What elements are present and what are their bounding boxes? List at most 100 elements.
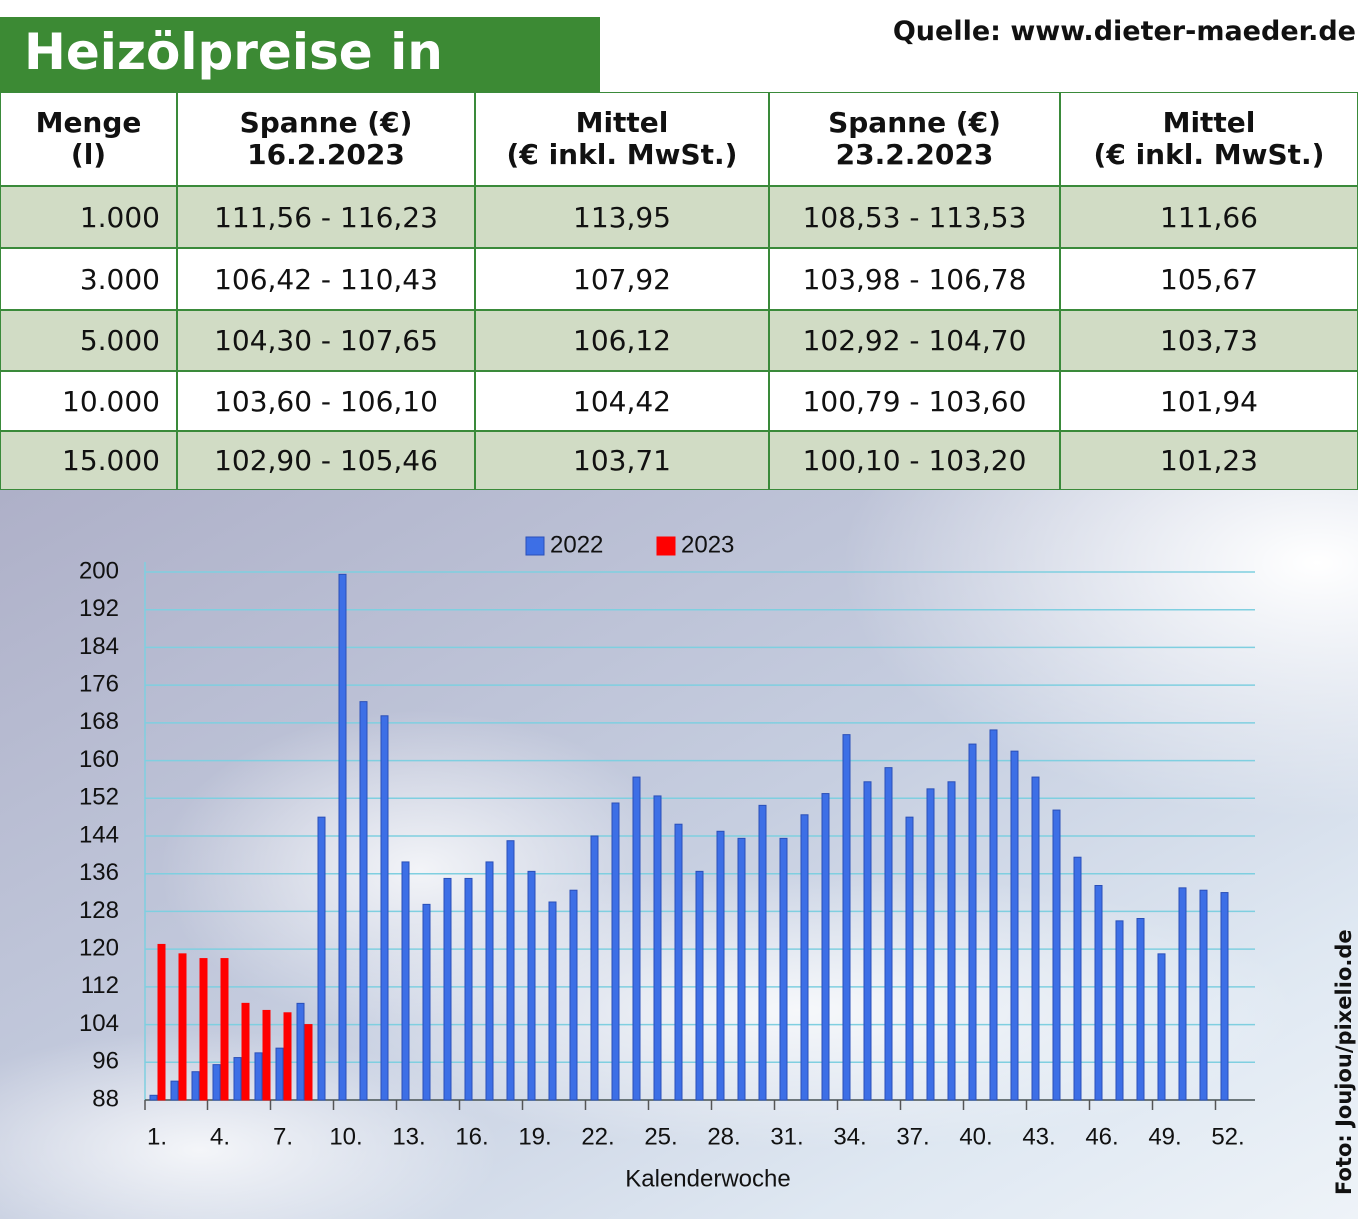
bar	[506, 840, 515, 1101]
x-tick-label: 43.	[1022, 1123, 1055, 1150]
table-cell: 3.000	[0, 248, 177, 310]
header-cell: Menge (l)	[0, 92, 177, 186]
y-tick-label: 120	[79, 934, 119, 961]
x-tick-label: 40.	[959, 1123, 992, 1150]
bar	[1073, 856, 1082, 1101]
header-text: Mittel	[1162, 106, 1256, 139]
bar	[233, 1057, 242, 1101]
source: Quelle: www.dieter-maeder.de	[892, 16, 1356, 47]
bar	[842, 734, 851, 1101]
table-cell: 103,73	[1060, 310, 1358, 371]
x-tick-label: 49.	[1148, 1123, 1181, 1150]
header-text: Spanne (€)	[239, 106, 413, 139]
table-cell: 101,94	[1060, 371, 1358, 431]
y-tick-label: 136	[79, 859, 119, 886]
bar	[1157, 953, 1166, 1101]
table-cell: 103,71	[475, 431, 769, 490]
bar	[905, 816, 914, 1101]
table-cell: 104,42	[475, 371, 769, 431]
bar	[653, 795, 662, 1101]
x-tick-label: 1.	[147, 1123, 167, 1150]
bar	[863, 781, 872, 1101]
legend-label: 2023	[681, 531, 734, 558]
x-tick-label: 37.	[896, 1123, 929, 1150]
table-cell: 111,56 - 116,23	[177, 186, 475, 248]
table-cell: 100,10 - 103,20	[769, 431, 1060, 490]
y-tick-label: 192	[79, 595, 119, 622]
table-cell: 106,42 - 110,43	[177, 248, 475, 310]
bar	[1052, 809, 1061, 1101]
cloud	[0, 1030, 500, 1219]
bar	[157, 943, 166, 1101]
table-cell: 102,90 - 105,46	[177, 431, 475, 490]
bar	[716, 830, 725, 1101]
y-tick-label: 96	[92, 1048, 119, 1075]
bar	[590, 835, 599, 1101]
x-tick-label: 25.	[644, 1123, 677, 1150]
table-cell: 113,95	[475, 186, 769, 248]
bar	[926, 788, 935, 1101]
bar	[884, 767, 893, 1101]
y-tick-label: 200	[79, 557, 119, 584]
x-tick-label: 34.	[833, 1123, 866, 1150]
header-text: (€ inkl. MwSt.)	[1093, 138, 1325, 171]
x-tick-label: 7.	[273, 1123, 293, 1150]
bar	[199, 958, 208, 1101]
table-cell: 1.000	[0, 186, 177, 248]
x-tick-label: 46.	[1085, 1123, 1118, 1150]
bar	[275, 1047, 284, 1101]
bar	[1031, 776, 1040, 1101]
table-cell: 15.000	[0, 431, 177, 490]
bar	[674, 823, 683, 1101]
bar	[821, 793, 830, 1101]
y-tick-label: 152	[79, 784, 119, 811]
bar	[359, 701, 368, 1101]
x-tick-label: 22.	[581, 1123, 614, 1150]
header-text: Spanne (€)	[828, 106, 1001, 139]
table-cell: 102,92 - 104,70	[769, 310, 1060, 371]
x-tick-label: 19.	[518, 1123, 551, 1150]
bar	[632, 776, 641, 1101]
bar	[212, 1064, 221, 1101]
bar	[611, 802, 620, 1101]
table-cell: 105,67	[1060, 248, 1358, 310]
bar	[149, 1094, 158, 1101]
x-tick-label: 31.	[770, 1123, 803, 1150]
header-text: (l)	[70, 138, 107, 171]
bar	[241, 1002, 250, 1101]
bar	[317, 816, 326, 1101]
y-tick-label: 112	[81, 972, 119, 999]
bar	[947, 781, 956, 1101]
table-cell: 103,60 - 106,10	[177, 371, 475, 431]
bar	[283, 1012, 292, 1101]
bar	[527, 870, 536, 1101]
bar	[220, 958, 229, 1101]
y-tick-label: 168	[79, 708, 119, 735]
bar	[485, 861, 494, 1101]
bar	[178, 953, 187, 1101]
bar	[422, 903, 431, 1101]
table-cell: 10.000	[0, 371, 177, 431]
title: Heizölpreise in Berlin	[0, 17, 600, 151]
header-text: 23.2.2023	[835, 138, 994, 171]
bar	[695, 870, 704, 1101]
bar	[464, 877, 473, 1101]
x-tick-label: 13.	[392, 1123, 425, 1150]
bar	[170, 1080, 179, 1101]
y-tick-label: 128	[79, 897, 119, 924]
y-tick-label: 160	[79, 746, 119, 773]
bar	[401, 861, 410, 1101]
bar	[968, 743, 977, 1101]
y-tick-label: 184	[79, 633, 119, 660]
bar	[1199, 889, 1208, 1101]
x-tick-label: 10.	[329, 1123, 362, 1150]
table-cell: 101,23	[1060, 431, 1358, 490]
bar	[254, 1052, 263, 1101]
bar	[989, 729, 998, 1101]
table-cell: 107,92	[475, 248, 769, 310]
header-text: (€ inkl. MwSt.)	[506, 138, 738, 171]
table-cell: 100,79 - 103,60	[769, 371, 1060, 431]
x-axis-label: Kalenderwoche	[625, 1165, 790, 1192]
legend-label: 2022	[550, 531, 603, 558]
